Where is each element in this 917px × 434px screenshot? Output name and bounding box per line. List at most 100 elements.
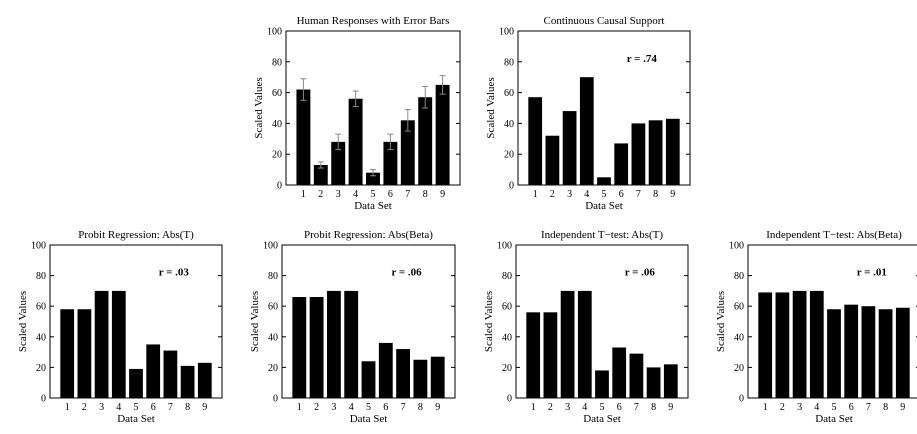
x-tick-label: 5 — [600, 402, 605, 413]
x-tick-label: 6 — [849, 402, 854, 413]
x-tick-label: 3 — [797, 402, 802, 413]
y-tick-label: 80 — [268, 271, 278, 282]
chart-panel-6: 0 20 40 60 80 100 1 2 3 4 5 6 7 8 9 Independent T−test:… — [715, 229, 917, 425]
x-tick-label: 7 — [168, 402, 173, 413]
x-tick-label: 5 — [371, 189, 376, 200]
x-tick-label: 9 — [670, 189, 675, 200]
y-tick-label: 60 — [502, 302, 512, 313]
bar — [809, 290, 824, 398]
bar — [60, 309, 75, 398]
x-axis-label: Data Set — [354, 200, 392, 212]
x-tick-label: 5 — [832, 402, 837, 413]
y-tick-label: 0 — [273, 394, 278, 405]
bar — [129, 368, 143, 398]
chart-panel-1: 0 20 40 60 80 100 1 2 3 4 5 6 7 8 9 Human Responses wit… — [253, 15, 461, 212]
chart-title: Independent T−test: Abs(Beta) — [766, 229, 902, 241]
y-tick-label: 80 — [272, 57, 282, 68]
x-tick-label: 7 — [866, 402, 871, 413]
x-tick-label: 1 — [763, 402, 768, 413]
y-tick-label: 0 — [509, 181, 514, 192]
x-tick-label: 7 — [634, 402, 639, 413]
y-tick-label: 20 — [272, 150, 282, 161]
bar — [646, 367, 661, 398]
bar — [614, 143, 629, 185]
x-tick-label: 4 — [584, 189, 589, 200]
bar — [378, 342, 393, 398]
y-tick-label: 100 — [263, 241, 278, 252]
x-tick-label: 2 — [548, 402, 553, 413]
x-tick-label: 9 — [900, 402, 905, 413]
y-tick-label: 20 — [504, 150, 514, 161]
y-tick-label: 60 — [504, 88, 514, 99]
x-tick-label: 1 — [65, 402, 70, 413]
y-tick-label: 80 — [36, 271, 46, 282]
y-axis-label: Scaled Values — [715, 291, 727, 352]
x-tick-label: 1 — [533, 189, 538, 200]
x-tick-label: 6 — [617, 402, 622, 413]
chart-panel-5: 0 20 40 60 80 100 1 2 3 4 5 6 7 8 9 Independent T−test:… — [483, 229, 689, 425]
y-tick-label: 40 — [734, 332, 744, 343]
x-tick-label: 6 — [619, 189, 624, 200]
x-tick-label: 4 — [582, 402, 587, 413]
y-tick-label: 60 — [272, 88, 282, 99]
bar — [331, 141, 346, 185]
bar — [528, 97, 543, 185]
bar — [326, 290, 341, 398]
y-tick-label: 40 — [502, 332, 512, 343]
x-tick-label: 2 — [550, 189, 555, 200]
correlation-label: r = .74 — [627, 53, 658, 65]
y-tick-label: 20 — [268, 363, 278, 374]
x-axis-label: Data Set — [585, 200, 623, 212]
y-tick-label: 0 — [739, 394, 744, 405]
x-tick-label: 8 — [185, 402, 190, 413]
y-axis-label: Scaled Values — [253, 77, 265, 138]
bar — [827, 309, 841, 398]
x-tick-label: 7 — [401, 402, 406, 413]
bar — [94, 290, 109, 398]
bar — [313, 164, 328, 185]
y-tick-label: 60 — [734, 302, 744, 313]
axes-box — [285, 30, 461, 186]
bar — [344, 290, 359, 398]
x-tick-label: 2 — [318, 189, 323, 200]
chart-title: Probit Regression: Abs(Beta) — [304, 229, 433, 241]
bar — [146, 344, 161, 398]
y-axis-label: Scaled Values — [249, 291, 261, 352]
y-tick-label: 0 — [41, 394, 46, 405]
bar — [792, 290, 807, 398]
bar — [629, 353, 644, 398]
x-tick-label: 6 — [383, 402, 388, 413]
bar — [861, 306, 876, 398]
x-tick-label: 4 — [349, 402, 354, 413]
chart-title: Independent T−test: Abs(T) — [541, 229, 663, 241]
x-tick-label: 9 — [668, 402, 673, 413]
bar — [309, 297, 324, 398]
bar — [396, 349, 411, 398]
bar — [418, 97, 433, 185]
x-tick-label: 8 — [651, 402, 656, 413]
bar — [878, 309, 893, 398]
y-tick-label: 20 — [36, 363, 46, 374]
y-axis-label: Scaled Values — [483, 291, 495, 352]
x-tick-label: 9 — [202, 402, 207, 413]
x-tick-label: 5 — [134, 402, 139, 413]
bar — [775, 292, 790, 398]
x-tick-label: 1 — [531, 402, 536, 413]
x-tick-label: 3 — [336, 189, 341, 200]
y-axis-label: Scaled Values — [17, 291, 29, 352]
correlation-label: r = .06 — [391, 267, 422, 279]
bar — [665, 118, 680, 185]
x-tick-label: 3 — [567, 189, 572, 200]
x-tick-label: 2 — [82, 402, 87, 413]
x-tick-label: 5 — [602, 189, 607, 200]
y-tick-label: 40 — [268, 332, 278, 343]
x-tick-label: 1 — [297, 402, 302, 413]
bar — [413, 359, 428, 398]
chart-panel-2: 0 20 40 60 80 100 1 2 3 4 5 6 7 8 9 Continuous Causal S… — [485, 15, 691, 212]
bar — [348, 98, 363, 185]
y-tick-label: 100 — [267, 27, 282, 38]
bar — [844, 304, 859, 398]
chart-title: Continuous Causal Support — [543, 15, 664, 27]
x-tick-label: 3 — [99, 402, 104, 413]
